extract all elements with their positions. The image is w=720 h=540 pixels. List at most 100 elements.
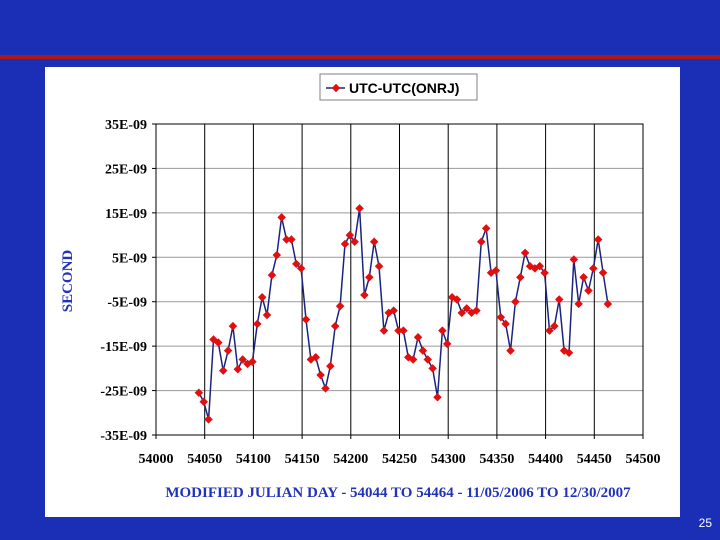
- data-point: [253, 319, 262, 329]
- data-point: [491, 266, 501, 275]
- data-point: [520, 248, 530, 258]
- x-tick-label: 54050: [187, 452, 222, 467]
- data-point: [428, 364, 437, 373]
- data-point: [442, 339, 452, 349]
- data-point: [204, 415, 213, 424]
- x-tick-labels: 54000 54050 54100 54150 54200 54250 54300 54350…: [139, 452, 661, 467]
- data-point: [194, 388, 204, 398]
- data-point: [579, 273, 588, 282]
- data-point: [554, 295, 564, 304]
- axes: [152, 123, 644, 439]
- series-line: [198, 208, 609, 420]
- data-point: [438, 326, 447, 335]
- y-tick-labels: 35E-09 25E-09 15E-09 5E-09 -5E-09 -15E-09 -25E…: [100, 118, 147, 444]
- data-point: [589, 264, 598, 273]
- x-tick-label: 54150: [285, 452, 320, 467]
- data-point: [214, 338, 223, 347]
- x-tick-label: 54000: [139, 452, 174, 467]
- data-point: [272, 250, 282, 260]
- y-axis-title: SECOND: [60, 250, 76, 313]
- data-point: [350, 237, 359, 246]
- data-point: [277, 213, 286, 222]
- data-point: [199, 397, 208, 406]
- page-number: 25: [698, 516, 712, 530]
- data-point: [593, 235, 603, 244]
- legend-label: UTC-UTC(ONRJ): [349, 80, 459, 96]
- data-point: [262, 310, 272, 320]
- data-point: [389, 306, 398, 315]
- data-point: [282, 235, 291, 244]
- x-tick-label: 54400: [528, 452, 563, 467]
- data-point: [296, 264, 306, 273]
- y-tick-label: 35E-09: [105, 118, 147, 133]
- legend-marker-sample: [331, 83, 341, 93]
- data-point: [369, 237, 379, 246]
- y-tick-label: 25E-09: [105, 162, 147, 177]
- y-tick-label: -35E-09: [100, 429, 147, 444]
- data-point: [506, 346, 515, 355]
- data-point: [223, 346, 233, 355]
- data-point: [481, 224, 491, 233]
- data-point: [584, 286, 593, 295]
- data-point: [345, 230, 355, 240]
- data-point: [433, 392, 442, 402]
- x-tick-label: 54500: [626, 452, 661, 467]
- data-point: [379, 326, 389, 335]
- x-tick-label: 54100: [236, 452, 271, 467]
- data-point: [423, 355, 432, 364]
- data-point: [257, 293, 267, 302]
- data-point: [598, 268, 608, 278]
- grid: [155, 123, 644, 436]
- data-point: [233, 365, 243, 374]
- x-tick-label: 54200: [333, 452, 368, 467]
- y-tick-label: -25E-09: [100, 385, 147, 400]
- chart: 35E-09 25E-09 15E-09 5E-09 -5E-09 -15E-09 -25E…: [60, 73, 661, 501]
- data-point: [545, 326, 554, 335]
- data-point: [496, 313, 506, 322]
- data-point: [569, 255, 579, 264]
- data-point: [374, 261, 384, 271]
- data-point: [462, 304, 471, 313]
- x-axis-title: MODIFIED JULIAN DAY - 54044 TO 54464 - 1…: [165, 485, 631, 501]
- x-tick-label: 54350: [479, 452, 514, 467]
- plot-frame: [155, 123, 644, 436]
- data-point: [301, 315, 311, 324]
- x-tick-label: 54450: [577, 452, 612, 467]
- data-point: [340, 239, 350, 249]
- data-point: [218, 366, 228, 375]
- data-point: [335, 301, 345, 311]
- data-point: [418, 346, 428, 355]
- data-point: [228, 321, 238, 331]
- data-point: [394, 326, 403, 335]
- chart-panel: 35E-09 25E-09 15E-09 5E-09 -5E-09 -15E-09 -25E…: [45, 67, 680, 517]
- data-point: [238, 355, 247, 364]
- data-point: [326, 361, 335, 371]
- data-point: [550, 321, 559, 331]
- data-point: [408, 355, 418, 364]
- data-point: [316, 370, 325, 380]
- data-point: [355, 204, 364, 213]
- x-tick-label: 54250: [382, 452, 417, 467]
- x-tick-label: 54300: [431, 452, 466, 467]
- data-point: [477, 237, 486, 246]
- top-divider-bar: [0, 55, 720, 59]
- data-point: [564, 348, 574, 358]
- y-tick-label: 5E-09: [112, 251, 147, 266]
- data-point: [360, 290, 369, 300]
- data-point: [516, 273, 525, 282]
- data-point: [457, 308, 467, 318]
- data-point: [267, 270, 277, 280]
- y-tick-label: -15E-09: [100, 340, 147, 355]
- y-tick-label: -5E-09: [107, 296, 147, 311]
- data-point: [399, 326, 408, 335]
- data-point: [603, 299, 613, 309]
- data-point: [248, 357, 257, 366]
- data-point: [511, 297, 520, 306]
- y-tick-label: 15E-09: [105, 207, 147, 222]
- data-point: [330, 321, 340, 331]
- data-point: [311, 353, 321, 362]
- data-point: [413, 333, 423, 342]
- data-point: [472, 306, 481, 315]
- data-point: [574, 299, 583, 309]
- data-point: [287, 235, 296, 244]
